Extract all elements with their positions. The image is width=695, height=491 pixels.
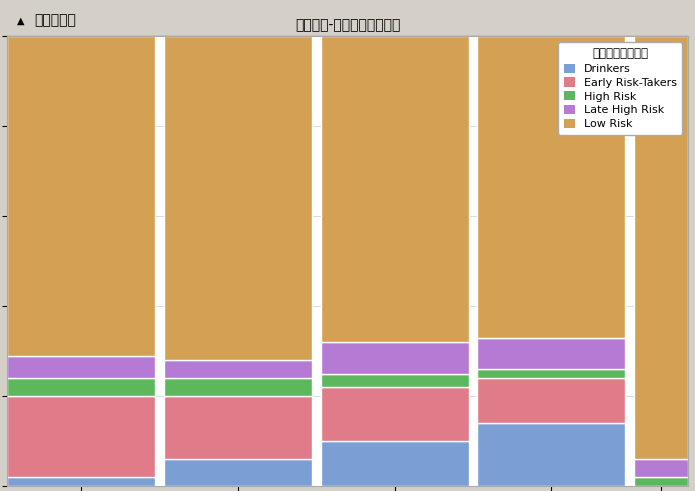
Bar bbox=[7, 477, 155, 486]
Bar bbox=[7, 378, 155, 396]
Bar bbox=[164, 360, 312, 378]
Bar bbox=[320, 387, 468, 441]
Bar bbox=[7, 36, 155, 355]
Bar bbox=[477, 36, 626, 338]
Bar bbox=[477, 338, 626, 369]
Bar bbox=[320, 36, 468, 342]
Bar bbox=[320, 342, 468, 374]
Bar bbox=[164, 36, 312, 360]
Text: 图形生成器: 图形生成器 bbox=[34, 14, 76, 27]
Bar bbox=[164, 396, 312, 459]
Bar bbox=[164, 378, 312, 396]
Bar bbox=[164, 459, 312, 486]
Bar bbox=[320, 374, 468, 387]
Bar bbox=[477, 369, 626, 378]
Bar bbox=[7, 396, 155, 477]
Legend: Drinkers, Early Risk-Takers, High Risk, Late High Risk, Low Risk: Drinkers, Early Risk-Takers, High Risk, … bbox=[558, 42, 682, 135]
Bar bbox=[7, 355, 155, 378]
Title: 您的年级-最可能的聚类公式: 您的年级-最可能的聚类公式 bbox=[295, 18, 400, 32]
Bar bbox=[635, 459, 688, 477]
Text: ▲: ▲ bbox=[17, 16, 24, 26]
Bar bbox=[477, 378, 626, 423]
Bar bbox=[320, 441, 468, 486]
Bar bbox=[635, 477, 688, 486]
Bar bbox=[635, 36, 688, 459]
Bar bbox=[477, 423, 626, 486]
